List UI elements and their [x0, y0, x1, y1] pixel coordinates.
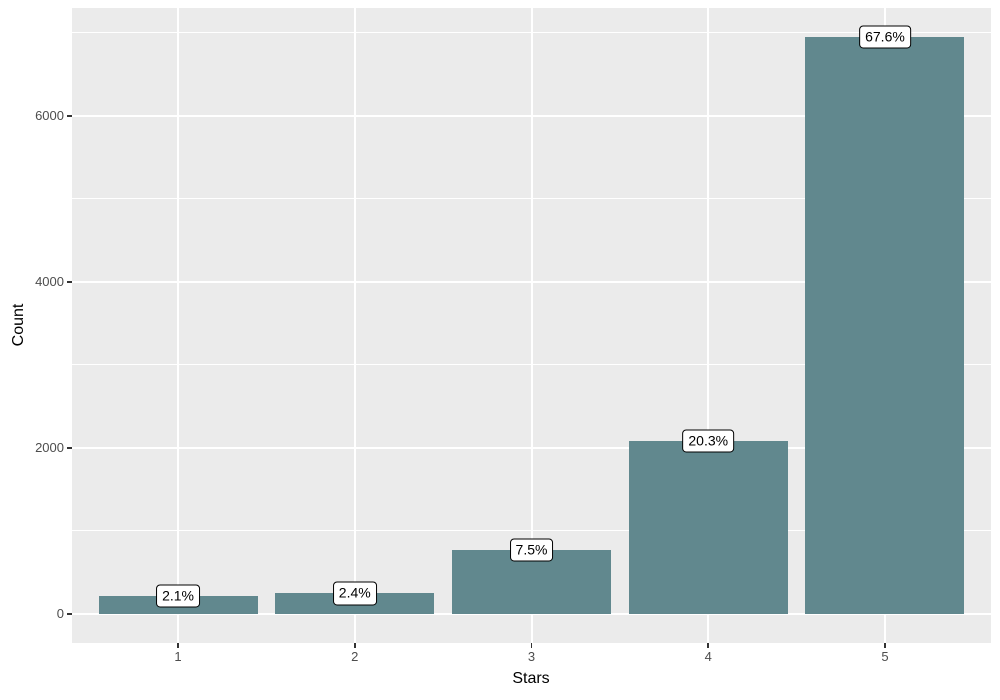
y-tick-label: 6000 [35, 107, 64, 123]
bar-label: 2.4% [332, 581, 377, 605]
bar-label: 7.5% [509, 538, 554, 562]
y-tick-mark [67, 613, 72, 615]
y-tick-label: 2000 [35, 439, 64, 455]
y-axis-title: Count [10, 303, 27, 347]
x-tick-label: 4 [704, 649, 712, 664]
v-gridline [177, 8, 180, 643]
bar-label: 2.1% [156, 584, 200, 608]
x-tick-label: 1 [174, 649, 182, 664]
x-tick-label: 3 [527, 649, 536, 664]
bar-4 [628, 440, 788, 614]
y-tick-mark [67, 447, 72, 449]
v-gridline [707, 8, 710, 643]
y-tick-label: 4000 [35, 273, 64, 289]
v-gridline [530, 8, 533, 643]
bar-label: 20.3% [682, 429, 735, 453]
y-tick-mark [67, 115, 72, 117]
x-tick-mark [530, 643, 533, 648]
x-tick-mark [177, 643, 179, 648]
x-axis-title: Stars [512, 670, 550, 687]
bar-label: 67.6% [859, 25, 911, 49]
y-tick-label: 0 [56, 605, 64, 621]
v-gridline [353, 8, 356, 643]
y-tick-mark [67, 281, 72, 283]
x-tick-label: 2 [351, 649, 359, 664]
x-tick-mark [354, 643, 356, 648]
plot-panel: 2.1% 2.4% 7.5% 20.3% 67.6% [72, 8, 991, 643]
x-tick-mark [884, 643, 886, 648]
x-tick-mark [707, 643, 709, 648]
x-tick-label: 5 [881, 649, 889, 664]
bar-5 [805, 37, 965, 614]
